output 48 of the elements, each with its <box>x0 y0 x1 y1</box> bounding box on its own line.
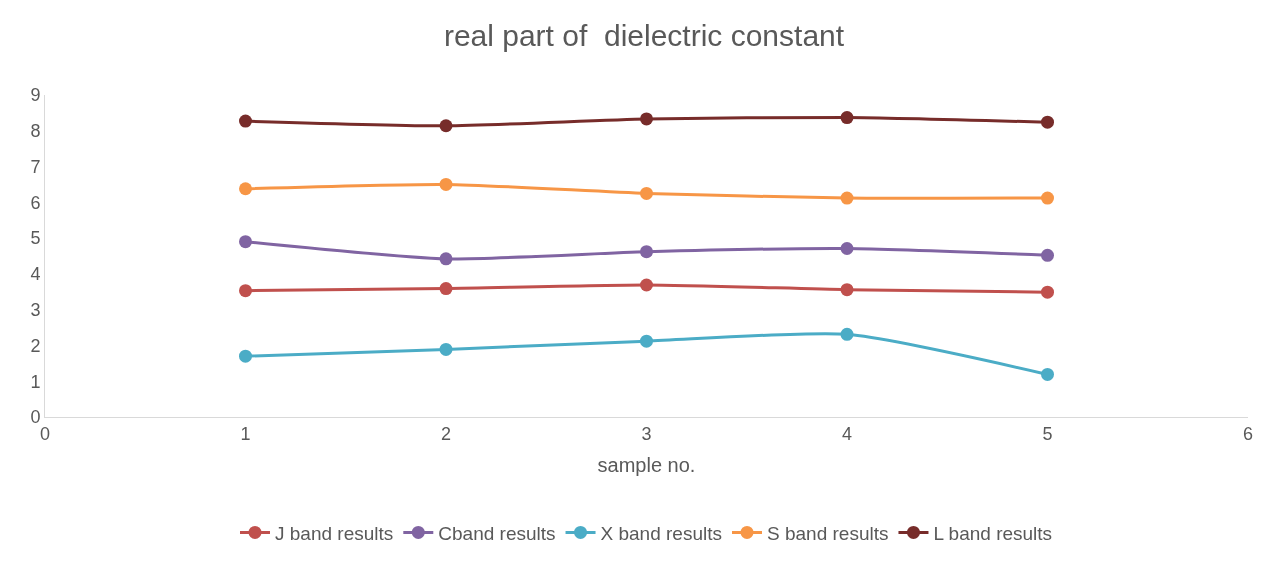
legend-label: Cband results <box>438 522 556 544</box>
y-tick-label: 2 <box>30 335 41 356</box>
point <box>840 241 854 255</box>
x-tick-label: 4 <box>841 423 853 444</box>
point <box>439 252 453 266</box>
point <box>640 245 653 259</box>
point <box>1041 285 1054 299</box>
point <box>1041 191 1054 205</box>
point <box>439 342 453 356</box>
y-tick-label: 3 <box>30 299 41 320</box>
legend-label: X band results <box>600 522 722 544</box>
point <box>640 186 653 200</box>
chart-title: real part of dielectric constant <box>443 19 845 53</box>
y-tick-label: 5 <box>30 228 41 249</box>
y-tick-label: 1 <box>30 371 41 392</box>
point <box>840 111 854 125</box>
point <box>840 327 854 341</box>
x-tick-label: 2 <box>440 423 452 444</box>
y-tick-label: 8 <box>30 121 41 142</box>
x-tick-label: 6 <box>1242 423 1254 444</box>
legend-label: L band results <box>933 522 1053 544</box>
point <box>640 112 653 126</box>
x-tick-label: 3 <box>641 423 652 444</box>
y-tick-label: 9 <box>30 85 41 106</box>
y-tick-label: 0 <box>30 407 41 428</box>
y-tick-label: 6 <box>30 192 41 213</box>
point <box>239 235 252 249</box>
point <box>239 284 252 298</box>
point <box>640 278 653 292</box>
point <box>439 282 453 296</box>
point <box>840 283 854 297</box>
point <box>640 334 653 348</box>
point <box>239 182 252 196</box>
point <box>1041 248 1054 262</box>
point <box>239 349 252 363</box>
point <box>439 177 453 191</box>
y-tick-label: 4 <box>30 264 41 285</box>
y-tick-label: 7 <box>30 156 41 177</box>
point <box>439 119 453 133</box>
point <box>840 191 854 205</box>
x-tick-label: 5 <box>1042 423 1053 444</box>
x-tick-label: 1 <box>240 423 251 444</box>
point <box>1041 367 1054 381</box>
legend-label: J band results <box>275 522 394 544</box>
point <box>239 114 252 128</box>
point <box>1041 115 1054 129</box>
x-axis-title: sample no. <box>597 454 696 477</box>
legend-label: S band results <box>767 522 889 544</box>
